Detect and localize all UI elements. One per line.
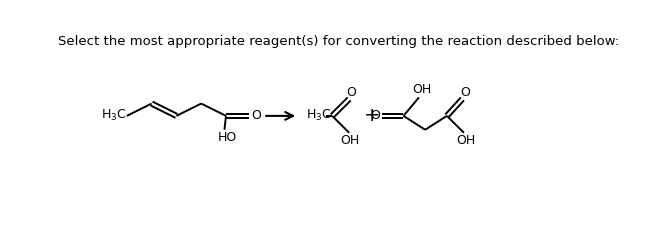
Text: O: O (251, 109, 261, 122)
Text: O: O (371, 109, 381, 122)
Text: H$_3$C: H$_3$C (101, 108, 127, 124)
Text: Select the most appropriate reagent(s) for converting the reaction described bel: Select the most appropriate reagent(s) f… (58, 35, 619, 48)
Text: OH: OH (412, 83, 432, 96)
Text: OH: OH (340, 134, 360, 147)
Text: O: O (346, 85, 356, 99)
Text: OH: OH (456, 134, 475, 147)
Text: H$_3$C: H$_3$C (306, 108, 331, 124)
Text: +: + (364, 106, 381, 125)
Text: O: O (461, 86, 471, 99)
Text: HO: HO (218, 131, 237, 144)
